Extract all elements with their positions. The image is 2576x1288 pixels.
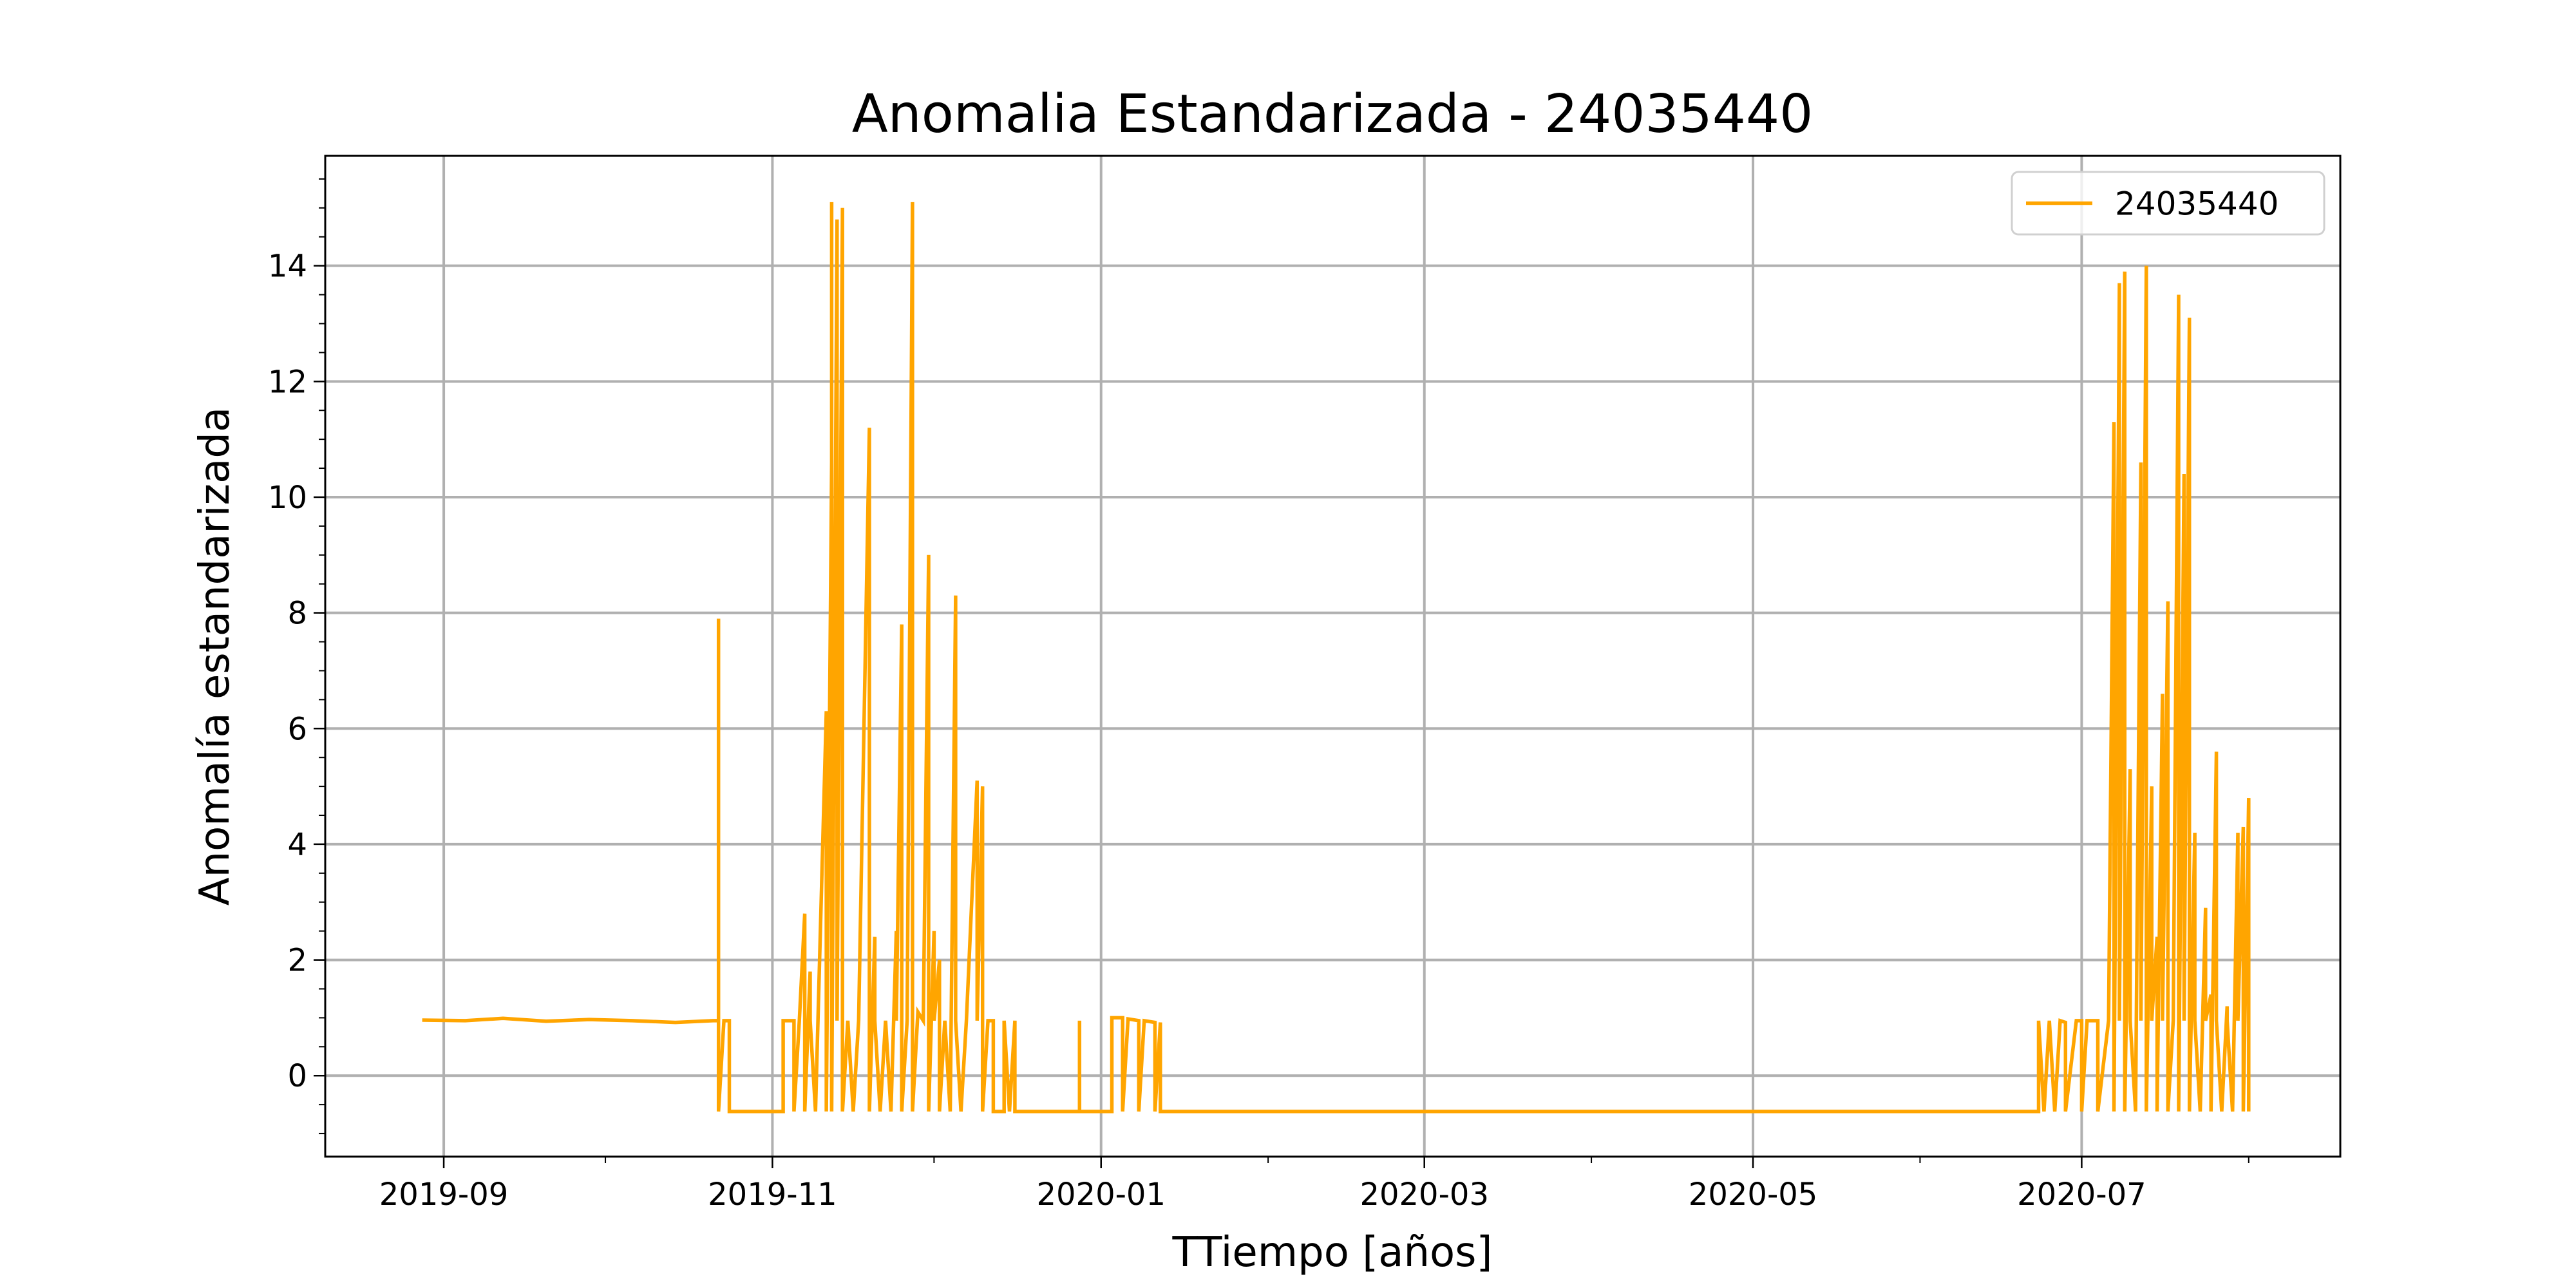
chart-title: Anomalia Estandarizada - 24035440 [852, 84, 1814, 145]
y-tick-label: 12 [268, 364, 307, 400]
y-tick-label: 14 [268, 249, 307, 285]
y-tick-label: 0 [287, 1058, 307, 1094]
x-tick-label: 2020-01 [1036, 1177, 1166, 1213]
data-line [422, 202, 2251, 1113]
legend-box [2011, 171, 2325, 236]
y-tick-label: 10 [268, 480, 307, 516]
y-tick-label: 8 [287, 596, 307, 632]
y-tick-label: 4 [287, 827, 307, 863]
y-tick-label: 2 [287, 943, 307, 979]
x-tick-label: 2020-05 [1689, 1177, 1818, 1213]
x-tick-label: 2020-07 [2017, 1177, 2146, 1213]
y-tick-label: 6 [287, 711, 307, 747]
x-tick-label: 2020-03 [1359, 1177, 1489, 1213]
axes-frame [324, 155, 2342, 1158]
x-tick-label: 2019-09 [379, 1177, 509, 1213]
legend-label: 24035440 [2115, 185, 2279, 223]
x-tick-label: 2019-11 [708, 1177, 837, 1213]
x-axis-label: TTiempo [años] [1172, 1229, 1493, 1276]
legend: 24035440 [2011, 171, 2325, 236]
y-axis-label: Anomalía estandarizada [191, 407, 239, 905]
